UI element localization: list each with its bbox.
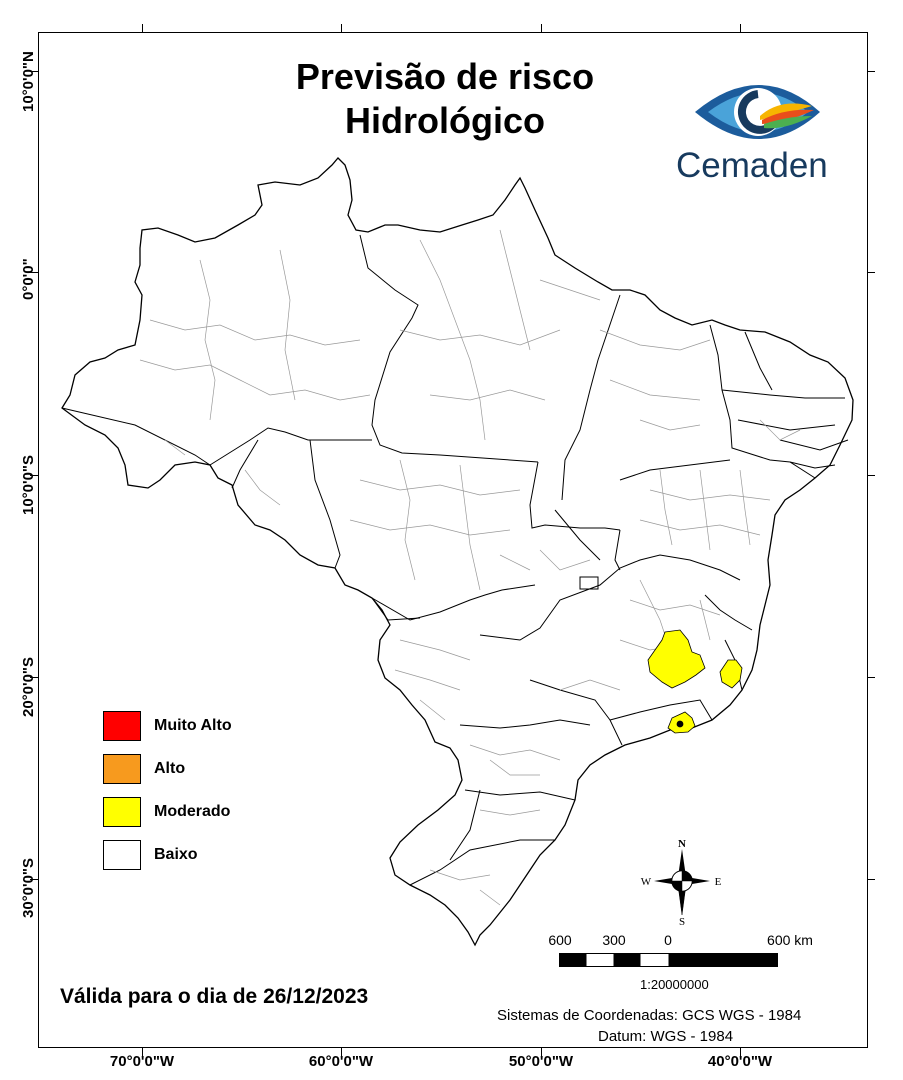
legend-label: Moderado [154,803,231,820]
valid-date: Válida para o dia de 26/12/2023 [60,985,369,1008]
legend-item-baixo: Baixo [103,838,198,872]
lat-tick [867,272,875,273]
lon-tick [142,24,143,32]
scalebar [559,953,778,967]
lat-tick [867,475,875,476]
lon-tick [142,1048,143,1056]
legend-swatch [103,797,141,827]
lat-tick [867,71,875,72]
coordinate-system: Sistemas de Coordenadas: GCS WGS - 1984 [497,1007,802,1024]
lon-label: 50°0'0"W [508,1053,574,1070]
legend-item-alto: Alto [103,752,185,786]
scale-ratio: 1:20000000 [640,977,709,992]
compass-n: N [678,838,686,850]
moderate-area-mg [647,629,706,689]
region-borders [139,229,801,906]
lon-tick [341,24,342,32]
title-line-1: Previsão de risco [295,56,595,97]
legend-item-moderado: Moderado [103,795,230,829]
moderate-risk-areas [647,629,743,734]
legend-label: Alto [154,760,186,777]
cemaden-logo-icon [695,85,820,139]
map-title: Previsão de risco Hidrológico [240,55,650,143]
lon-label: 60°0'0"W [308,1053,374,1070]
state-borders [61,234,849,886]
north-arrow-icon: N S W E [641,838,722,927]
brazil-outline [61,157,854,947]
lon-tick [541,24,542,32]
lat-tick [30,272,38,273]
legend-swatch [103,754,141,784]
logo-text: Cemaden [676,146,828,185]
legend-item-muito-alto: Muito Alto [103,709,232,743]
scalebar-label: 600 km [767,932,813,948]
lat-tick [30,71,38,72]
lat-tick [30,879,38,880]
legend-swatch [103,840,141,870]
lat-tick [30,475,38,476]
legend-swatch [103,711,141,741]
lat-tick [30,677,38,678]
lon-tick [740,24,741,32]
lat-tick [867,879,875,880]
title-line-2: Hidrológico [345,100,545,141]
scalebar-label: 0 [664,932,672,948]
legend-label: Baixo [154,846,198,863]
compass-e: E [715,876,722,888]
lon-tick [541,1048,542,1056]
compass-s: S [679,916,685,927]
map-frame [38,32,868,1048]
lon-tick [740,1048,741,1056]
datum: Datum: WGS - 1984 [598,1028,734,1045]
scalebar-label: 300 [602,932,626,948]
scalebar-label: 600 [548,932,572,948]
moderate-area-dot [676,720,684,728]
moderate-area-es [719,659,743,689]
lon-label: 40°0'0"W [707,1053,773,1070]
compass-w: W [641,876,652,888]
legend-label: Muito Alto [154,717,232,734]
lon-label: 70°0'0"W [109,1053,175,1070]
lon-tick [341,1048,342,1056]
lat-tick [867,677,875,678]
